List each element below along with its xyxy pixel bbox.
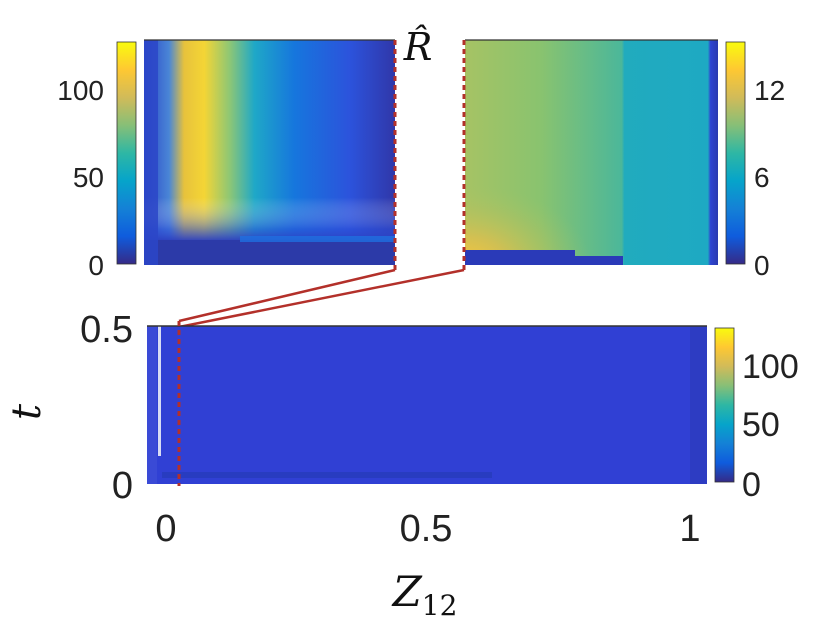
top-left-panel: 0 50 100 xyxy=(57,39,395,281)
top-right-colorbar xyxy=(725,41,746,265)
top-left-heatmap-bottom-band xyxy=(144,240,395,265)
bottom-xtick-0.5: 0.5 xyxy=(400,508,453,550)
zoom-line-left xyxy=(178,268,396,323)
zoom-line-right xyxy=(178,268,465,329)
bottom-heatmap-bottom-streak xyxy=(162,472,492,478)
bottom-ytick-0.5: 0.5 xyxy=(80,309,133,351)
top-left-ytick-100: 100 xyxy=(57,75,104,106)
top-right-cbar-tick-0: 0 xyxy=(754,250,770,281)
top-left-colorbar xyxy=(116,41,137,265)
top-right-panel: 0 6 12 xyxy=(465,39,785,281)
top-right-heatmap-band-b xyxy=(575,256,623,265)
bottom-cbar-tick-50: 50 xyxy=(742,406,780,444)
y-axis-label: t xyxy=(4,403,50,420)
x-axis-label: Z12 xyxy=(391,567,458,622)
bottom-heatmap-left-column xyxy=(147,326,157,484)
bottom-colorbar xyxy=(714,327,735,483)
top-left-heatmap-streak xyxy=(240,236,395,242)
top-left-heatmap-time-fade xyxy=(144,40,395,265)
x-axis-label-main: Z xyxy=(391,567,423,616)
top-right-heatmap-band-a xyxy=(465,250,575,265)
top-right-cbar-tick-6: 6 xyxy=(754,162,770,193)
top-left-ytick-0: 0 xyxy=(88,250,104,281)
top-left-heatmap-edge xyxy=(144,40,158,265)
bottom-heatmap-white-line xyxy=(158,326,161,456)
top-left-ytick-50: 50 xyxy=(73,162,104,193)
bottom-heatmap xyxy=(147,326,707,484)
zoom-connectors xyxy=(178,40,466,329)
bottom-cbar-tick-0: 0 xyxy=(742,466,761,504)
bottom-panel: 0 50 100 0 0.5 0 0.5 1 t Z12 xyxy=(4,309,799,622)
top-right-cbar-tick-12: 12 xyxy=(754,75,785,106)
bottom-xtick-1: 1 xyxy=(679,508,700,550)
figure-title: R̂ xyxy=(403,25,433,69)
x-axis-label-sub: 12 xyxy=(422,589,458,622)
bottom-cbar-tick-100: 100 xyxy=(742,348,799,386)
bottom-ytick-0: 0 xyxy=(112,465,133,507)
bottom-heatmap-right-strip xyxy=(690,326,707,484)
bottom-xtick-0: 0 xyxy=(155,508,176,550)
top-right-heatmap-hot-corner xyxy=(465,150,645,265)
